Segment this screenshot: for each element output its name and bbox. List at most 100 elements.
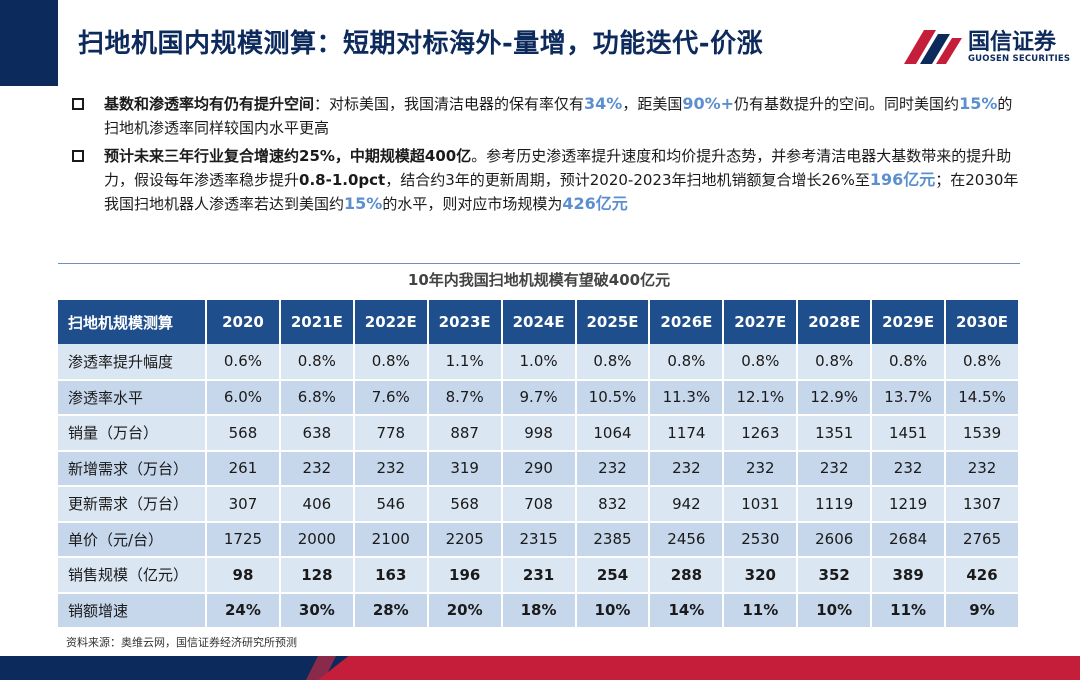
row-label: 渗透率水平 [58, 379, 207, 416]
table-cell: 18% [501, 592, 577, 629]
footer-accent [318, 656, 1080, 680]
table-cell: 2530 [723, 521, 799, 558]
table-cell: 1451 [871, 415, 947, 452]
table-cell: 232 [723, 450, 799, 487]
table-cell: 6.8% [279, 379, 355, 416]
table-cell: 28% [353, 592, 429, 629]
table-year-header: 2025E [575, 300, 651, 344]
table-cell: 128 [279, 557, 355, 594]
bullet-item: 预计未来三年行业复合增速约25%，中期规模超400亿。参考历史渗透率提升速度和均… [66, 144, 1026, 216]
table-cell: 2100 [353, 521, 429, 558]
table-corner-header: 扫地机规模测算 [58, 300, 207, 344]
table-cell: 10% [797, 592, 873, 629]
table-cell: 2606 [797, 521, 873, 558]
table-year-header: 2022E [353, 300, 429, 344]
logo-english-name: GUOSEN SECURITIES [968, 54, 1071, 64]
table-body: 渗透率提升幅度 0.6% 0.8% 0.8% 1.1% 1.0% 0.8% 0.8% 0.8% 0… [58, 344, 1020, 629]
table-cell: 426 [945, 557, 1020, 594]
table-year-header: 2021E [279, 300, 355, 344]
table-cell: 2456 [649, 521, 725, 558]
table-cell: 11% [871, 592, 947, 629]
bullet-list: 基数和渗透率均有仍有提升空间：对标美国，我国清洁电器的保有率仅有34%，距美国9… [66, 92, 1026, 220]
table-cell: 1263 [723, 415, 799, 452]
table-cell: 0.8% [279, 344, 355, 381]
table-cell: 319 [427, 450, 503, 487]
bullet-text-segment: 426亿元 [562, 194, 628, 213]
table-row: 渗透率提升幅度 0.6% 0.8% 0.8% 1.1% 1.0% 0.8% 0.8% 0.8% 0… [58, 344, 1020, 381]
table-cell: 942 [649, 486, 725, 523]
page-title: 扫地机国内规模测算：短期对标海外-量增，功能迭代-价涨 [78, 29, 764, 59]
table-cell: 11% [723, 592, 799, 629]
table-cell: 9% [945, 592, 1020, 629]
table-cell: 546 [353, 486, 429, 523]
table-row: 单价（元/台） 1725 2000 2100 2205 2315 2385 2456 2530 2… [58, 521, 1020, 558]
table-cell: 12.1% [723, 379, 799, 416]
row-label: 单价（元/台） [58, 521, 207, 558]
table-cell: 998 [501, 415, 577, 452]
table-cell: 232 [945, 450, 1020, 487]
table-cell: 288 [649, 557, 725, 594]
table-cell: 0.8% [723, 344, 799, 381]
table-row: 新增需求（万台） 261 232 232 319 290 232 232 232 232 232 23… [58, 450, 1020, 487]
table-cell: 1307 [945, 486, 1020, 523]
table-separator [58, 263, 1020, 264]
table-cell: 1119 [797, 486, 873, 523]
row-label: 新增需求（万台） [58, 450, 207, 487]
table-cell: 1725 [206, 521, 281, 558]
table-cell: 14% [649, 592, 725, 629]
logo-chinese-name: 国信证券 [968, 30, 1057, 55]
table-cell: 11.3% [649, 379, 725, 416]
table-row: 更新需求（万台） 307 406 546 568 708 832 942 1031 1119 121… [58, 486, 1020, 523]
source-note: 资料来源：奥维云网，国信证券经济研究所预测 [66, 636, 297, 649]
table-cell: 1539 [945, 415, 1020, 452]
table-cell: 389 [871, 557, 947, 594]
table-cell: 13.7% [871, 379, 947, 416]
table-cell: 2385 [575, 521, 651, 558]
table-row: 销售规模（亿元） 98 128 163 196 231 254 288 320 352 389 426 [58, 557, 1020, 594]
bullet-text-segment: 15% [344, 194, 383, 213]
table-cell: 320 [723, 557, 799, 594]
table-cell: 568 [427, 486, 503, 523]
table-cell: 568 [206, 415, 281, 452]
bullet-square-icon [72, 150, 84, 162]
table-year-header: 2027E [723, 300, 799, 344]
table-row: 销量（万台） 568 638 778 887 998 1064 1174 1263 1351 145… [58, 415, 1020, 452]
bullet-text-segment: 仍有基数提升的空间。同时美国约 [734, 95, 960, 113]
table-cell: 0.8% [649, 344, 725, 381]
forecast-table-container: 扫地机规模测算 2020 2021E 2022E 2023E 2024E 2025E 202… [58, 300, 1020, 629]
table-title: 10年内我国扫地机规模有望破400亿元 [407, 271, 671, 289]
table-cell: 887 [427, 415, 503, 452]
bullet-text-segment: 预计未来三年行业复合增速约25%，中期规模超400亿 [104, 147, 472, 165]
header-left-bar [0, 0, 58, 86]
table-cell: 0.8% [797, 344, 873, 381]
table-cell: 232 [871, 450, 947, 487]
bullet-text-segment: 的水平，则对应市场规模为 [382, 195, 563, 213]
table-cell: 6.0% [206, 379, 281, 416]
table-header-row: 扫地机规模测算 2020 2021E 2022E 2023E 2024E 2025E 202… [58, 300, 1020, 344]
table-cell: 0.6% [206, 344, 281, 381]
guosen-logo: 国信证券 GUOSEN SECURITIES [902, 22, 1070, 70]
bullet-text-segment: 基数和渗透率均有仍有提升空间 [104, 95, 315, 113]
table-cell: 0.8% [353, 344, 429, 381]
table-cell: 231 [501, 557, 577, 594]
table-cell: 2205 [427, 521, 503, 558]
table-cell: 232 [353, 450, 429, 487]
bullet-square-icon [72, 98, 84, 110]
table-cell: 1.0% [501, 344, 577, 381]
table-cell: 232 [649, 450, 725, 487]
table-cell: 261 [206, 450, 281, 487]
bullet-text-segment: ，距美国 [622, 95, 683, 113]
bullet-item: 基数和渗透率均有仍有提升空间：对标美国，我国清洁电器的保有率仅有34%，距美国9… [66, 92, 1026, 140]
table-cell: 2765 [945, 521, 1020, 558]
bullet-text: 基数和渗透率均有仍有提升空间：对标美国，我国清洁电器的保有率仅有34%，距美国9… [104, 94, 1012, 137]
forecast-table: 扫地机规模测算 2020 2021E 2022E 2023E 2024E 2025E 202… [58, 300, 1020, 629]
table-cell: 2000 [279, 521, 355, 558]
table-cell: 196 [427, 557, 503, 594]
table-cell: 1064 [575, 415, 651, 452]
table-cell: 1031 [723, 486, 799, 523]
bullet-text-segment: 。参考历史渗透率提升速度和均价提升态势，并参考清洁电器大基数带来的提升助力，假设… [104, 147, 1012, 189]
table-cell: 232 [575, 450, 651, 487]
row-label: 销额增速 [58, 592, 207, 629]
table-cell: 8.7% [427, 379, 503, 416]
table-cell: 778 [353, 415, 429, 452]
